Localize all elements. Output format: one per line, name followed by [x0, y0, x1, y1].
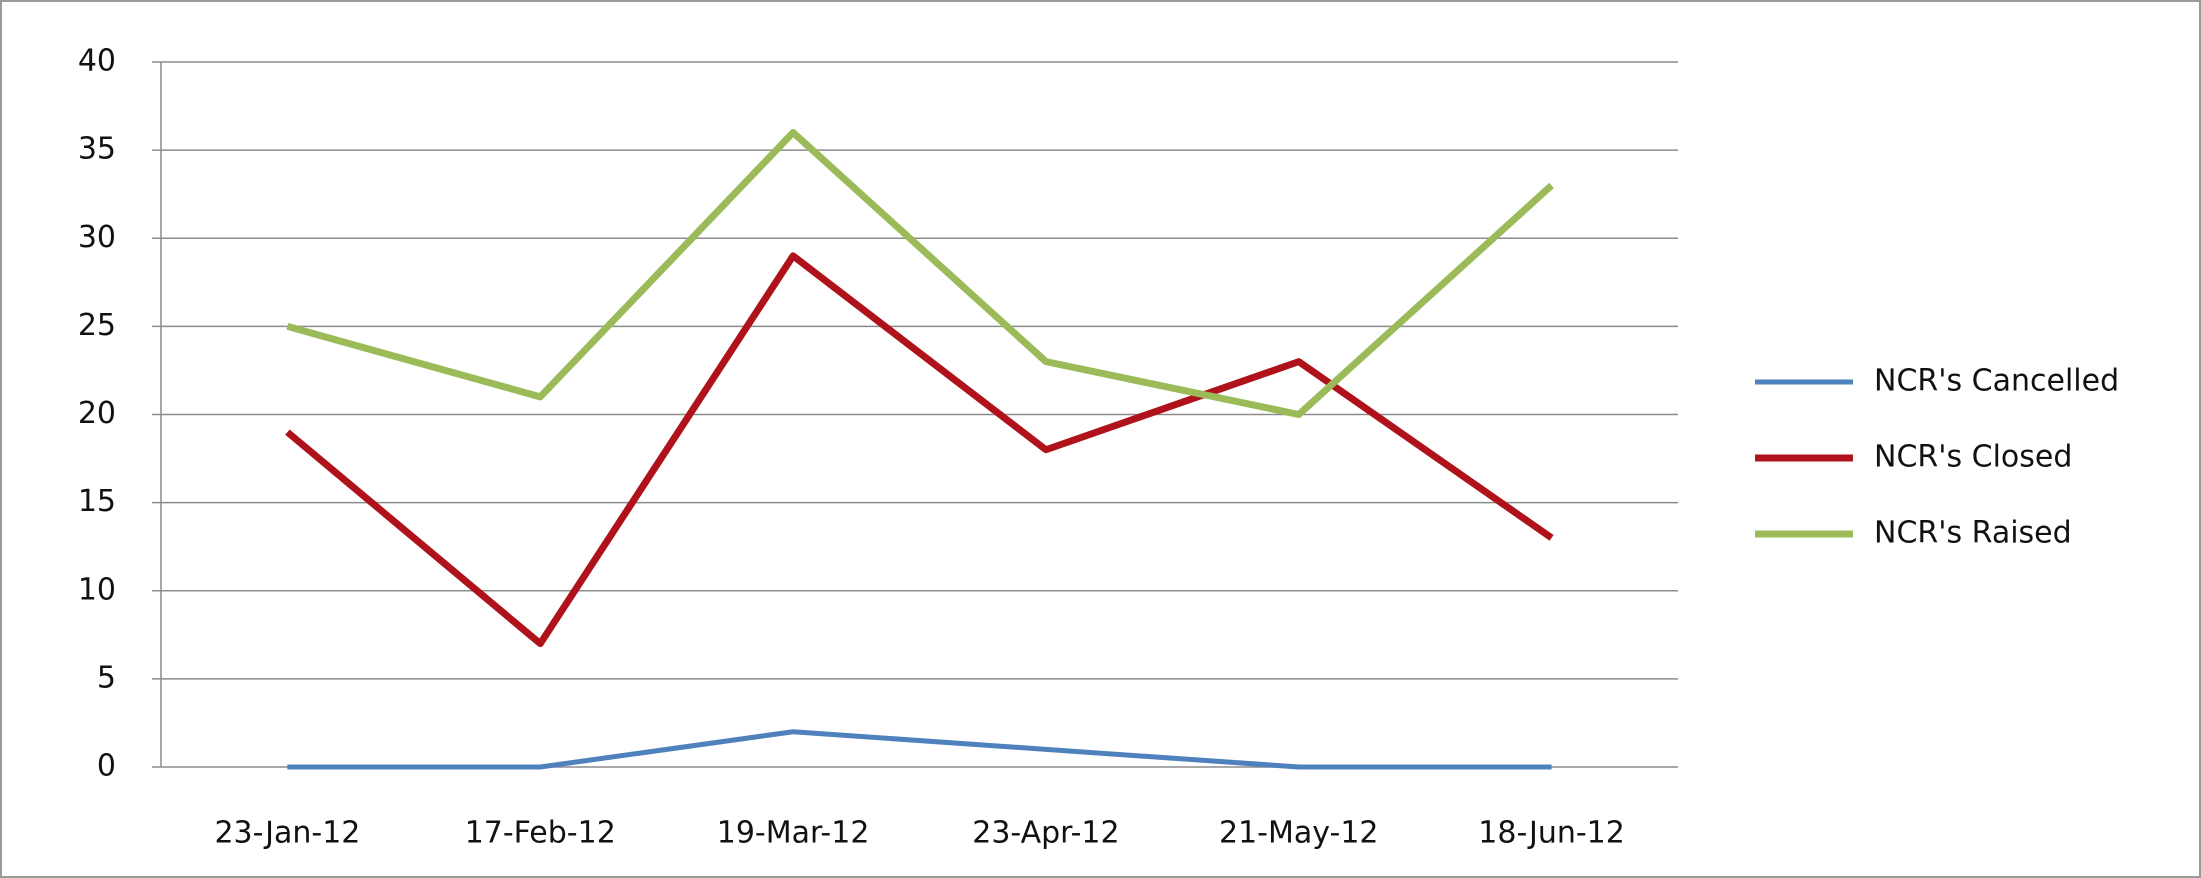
series-line	[285, 252, 1554, 648]
legend-label: NCR's Cancelled	[1874, 364, 2119, 399]
y-tick-label: 5	[97, 660, 116, 695]
x-tick-label: 23-Apr-12	[972, 816, 1119, 851]
y-tick-label: 35	[78, 132, 116, 167]
y-tick-label: 15	[78, 484, 116, 519]
y-tick-label: 30	[78, 220, 116, 255]
series-line	[286, 129, 1554, 418]
y-tick-label: 40	[78, 44, 116, 79]
y-tick-label: 25	[78, 308, 116, 343]
legend-label: NCR's Closed	[1874, 440, 2072, 475]
y-tick-label: 10	[78, 572, 116, 607]
x-tick-label: 19-Mar-12	[717, 816, 870, 851]
series-line	[287, 729, 1552, 770]
x-tick-label: 21-May-12	[1219, 816, 1379, 851]
x-tick-label: 17-Feb-12	[465, 816, 616, 851]
y-tick-label: 20	[78, 396, 116, 431]
legend-label: NCR's Raised	[1874, 516, 2072, 551]
x-tick-label: 23-Jan-12	[214, 816, 360, 851]
y-tick-label: 0	[97, 749, 116, 784]
x-tick-label: 18-Jun-12	[1478, 816, 1625, 851]
